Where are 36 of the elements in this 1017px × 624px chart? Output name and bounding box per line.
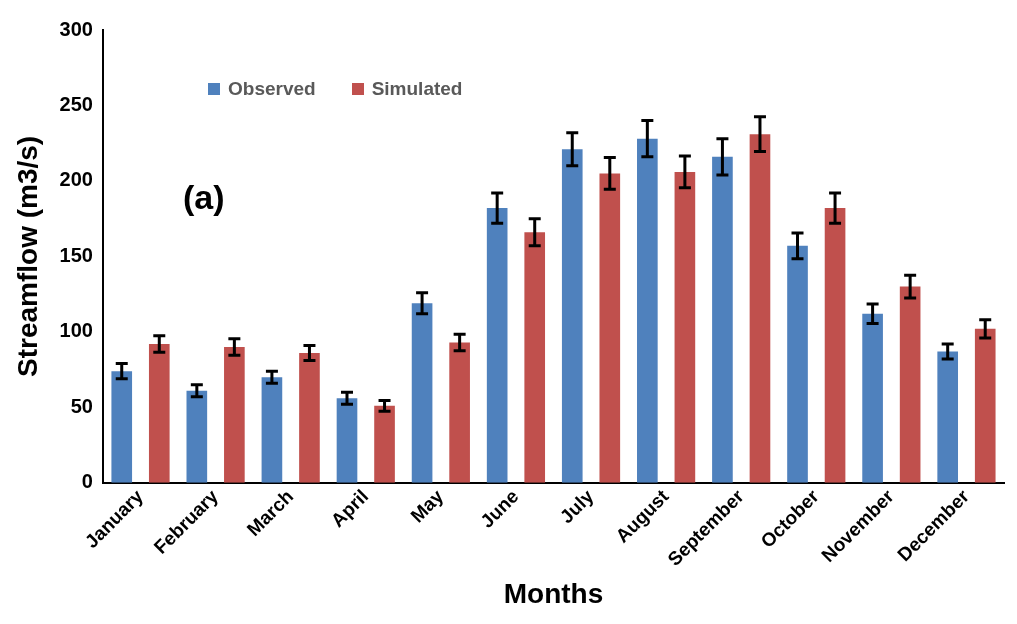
- bar: [336, 398, 358, 483]
- legend-label: Observed: [228, 78, 316, 100]
- bar: [186, 390, 208, 483]
- bar: [712, 156, 733, 483]
- bar: [524, 232, 546, 483]
- y-tick-label: 50: [70, 394, 93, 417]
- bar: [411, 303, 433, 483]
- bar: [299, 353, 320, 483]
- x-axis-title: Months: [503, 577, 604, 609]
- legend-label: Simulated: [371, 78, 463, 100]
- bar: [111, 371, 133, 483]
- bar: [824, 208, 846, 483]
- y-tick-label: 100: [59, 319, 93, 342]
- bar: [899, 286, 921, 483]
- bar: [261, 377, 283, 483]
- bar: [937, 351, 959, 483]
- y-tick-label: 300: [59, 17, 93, 40]
- bar: [449, 342, 470, 483]
- y-axis-title: Streamflow (m3/s): [11, 135, 43, 378]
- y-tick-label: 0: [81, 470, 93, 493]
- annotation: (a): [183, 178, 225, 217]
- y-tick-label: 200: [59, 168, 93, 191]
- bar: [862, 313, 883, 483]
- bar: [974, 328, 996, 483]
- bar: [674, 171, 696, 483]
- bar: [224, 346, 245, 483]
- bar: [787, 245, 808, 483]
- bar: [599, 173, 621, 483]
- bar: [486, 208, 508, 483]
- bar: [749, 134, 771, 483]
- bar: [637, 138, 658, 483]
- bar: [374, 405, 395, 483]
- bar: [148, 343, 170, 483]
- bar: [561, 149, 583, 483]
- y-tick-label: 150: [59, 243, 93, 266]
- y-tick-label: 250: [59, 92, 93, 115]
